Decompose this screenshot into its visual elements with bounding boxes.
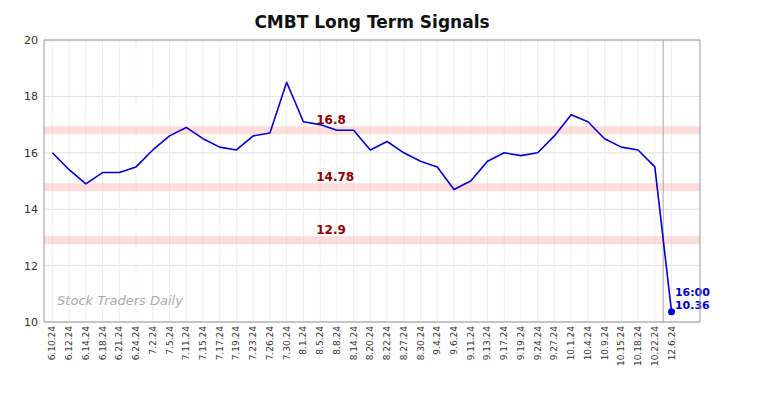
- y-tick-label: 16: [24, 147, 38, 160]
- x-tick-label: 8.8.24: [332, 326, 342, 355]
- x-tick-label: 6.10.24: [47, 326, 57, 361]
- grid-line: [537, 40, 538, 322]
- y-tick-label: 14: [24, 203, 38, 216]
- x-tick-label: 7.23.24: [248, 326, 258, 361]
- x-tick-label: 9.6.24: [449, 326, 459, 355]
- grid-line: [671, 40, 672, 322]
- x-tick-label: 7.26.24: [265, 326, 275, 361]
- x-tick-label: 8.14.24: [349, 326, 359, 361]
- x-tick-label: 7.19.24: [231, 326, 241, 361]
- grid-line: [587, 40, 588, 322]
- plot-area: [44, 40, 700, 322]
- x-tick-label: 8.27.24: [399, 326, 409, 361]
- grid-line: [69, 40, 70, 322]
- grid-line: [236, 40, 237, 322]
- session-separator: [663, 40, 664, 322]
- grid-line: [403, 40, 404, 322]
- grid-line: [554, 40, 555, 322]
- reference-band: [44, 183, 700, 191]
- x-tick-label: 9.11.24: [466, 326, 476, 361]
- reference-label: 16.8: [316, 113, 346, 127]
- x-tick-label: 6.18.24: [98, 326, 108, 361]
- x-tick-label: 8.30.24: [416, 326, 426, 361]
- x-tick-label: 6.14.24: [81, 326, 91, 361]
- grid-line: [638, 40, 639, 322]
- x-tick-label: 10.1.24: [566, 326, 576, 361]
- grid-line: [654, 40, 655, 322]
- grid-line: [102, 40, 103, 322]
- grid-line: [370, 40, 371, 322]
- grid-line: [253, 40, 254, 322]
- x-tick-label: 10.9.24: [600, 326, 610, 361]
- x-tick-label: 7.5.24: [165, 326, 175, 355]
- reference-label: 12.9: [316, 223, 346, 237]
- x-tick-label: 7.30.24: [282, 326, 292, 361]
- x-tick-label: 12.6.24: [667, 326, 677, 361]
- grid-line: [420, 40, 421, 322]
- grid-line: [85, 40, 86, 322]
- grid-line: [504, 40, 505, 322]
- y-tick-label: 18: [24, 90, 38, 103]
- grid-line: [454, 40, 455, 322]
- last-value-label: 10.36: [675, 299, 710, 312]
- grid-line: [152, 40, 153, 322]
- grid-line: [169, 40, 170, 322]
- x-tick-label: 10.15.24: [616, 326, 626, 366]
- x-tick-label: 6.12.24: [64, 326, 74, 361]
- grid-line: [44, 265, 700, 266]
- y-tick-label: 12: [24, 260, 38, 273]
- x-tick-label: 7.11.24: [181, 326, 191, 361]
- grid-line: [487, 40, 488, 322]
- y-tick-label: 20: [24, 34, 38, 47]
- x-tick-label: 6.21.24: [114, 326, 124, 361]
- watermark: Stock Traders Daily: [57, 293, 183, 308]
- x-tick-label: 8.22.24: [382, 326, 392, 361]
- grid-line: [621, 40, 622, 322]
- x-tick-label: 6.24.24: [131, 326, 141, 361]
- grid-line: [186, 40, 187, 322]
- last-time-label: 16:00: [675, 286, 710, 299]
- reference-band: [44, 126, 700, 134]
- grid-line: [604, 40, 605, 322]
- grid-line: [44, 152, 700, 153]
- grid-line: [520, 40, 521, 322]
- grid-line: [52, 40, 53, 322]
- x-tick-label: 8.1.24: [298, 326, 308, 355]
- x-tick-label: 9.19.24: [516, 326, 526, 361]
- x-tick-label: 9.4.24: [432, 326, 442, 355]
- plot-background: [44, 40, 700, 322]
- x-tick-label: 7.15.24: [198, 326, 208, 361]
- x-tick-label: 10.4.24: [583, 326, 593, 361]
- grid-line: [269, 40, 270, 322]
- x-tick-label: 9.24.24: [533, 326, 543, 361]
- x-tick-label: 7.2.24: [148, 326, 158, 355]
- x-tick-label: 10.22.24: [650, 326, 660, 366]
- title: CMBT Long Term Signals: [254, 12, 489, 32]
- grid-line: [303, 40, 304, 322]
- reference-band: [44, 236, 700, 244]
- price-line: [52, 82, 671, 312]
- reference-label: 14.78: [316, 170, 354, 184]
- x-tick-label: 8.5.24: [315, 326, 325, 355]
- x-tick-label: 10.18.24: [633, 326, 643, 366]
- x-tick-label: 9.27.24: [549, 326, 559, 361]
- grid-line: [119, 40, 120, 322]
- grid-line: [44, 209, 700, 210]
- grid-line: [437, 40, 438, 322]
- plot-frame: [44, 40, 700, 322]
- x-tick-label: 7.17.24: [215, 326, 225, 361]
- x-tick-label: 9.17.24: [499, 326, 509, 361]
- grid-line: [571, 40, 572, 322]
- x-tick-label: 9.13.24: [482, 326, 492, 361]
- chart: Stock Traders Daily16.814.7812.916:0010.…: [0, 0, 784, 398]
- grid-line: [387, 40, 388, 322]
- grid-line: [136, 40, 137, 322]
- grid-line: [44, 96, 700, 97]
- y-tick-label: 10: [24, 316, 38, 329]
- x-tick-label: 8.20.24: [365, 326, 375, 361]
- grid-line: [219, 40, 220, 322]
- grid-line: [202, 40, 203, 322]
